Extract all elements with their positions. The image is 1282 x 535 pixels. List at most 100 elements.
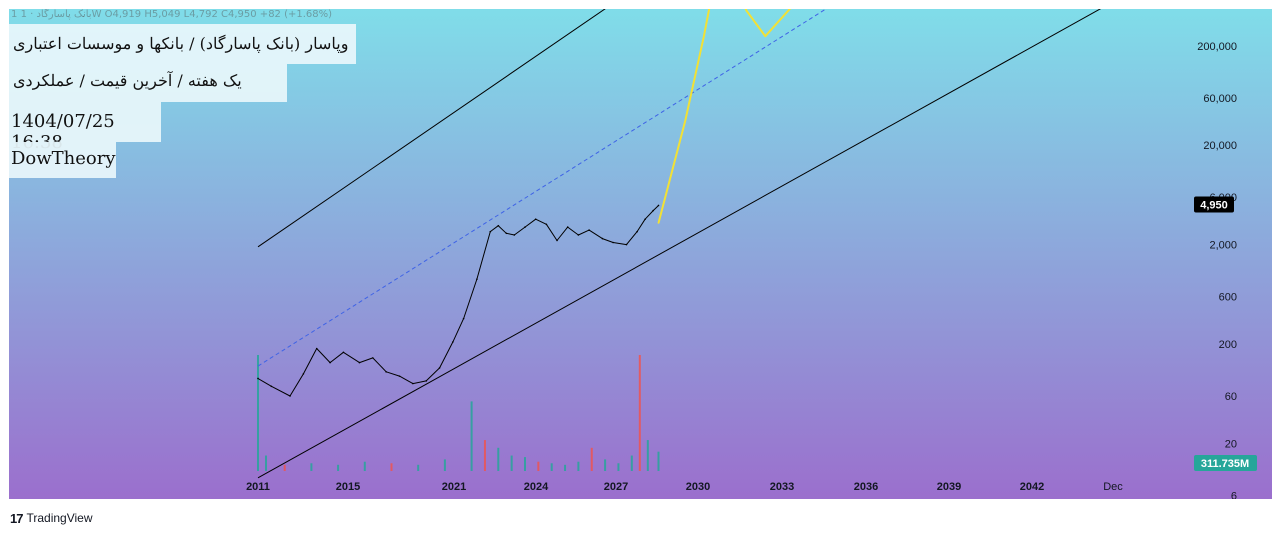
data-point [270, 385, 273, 388]
volume-bar [265, 455, 268, 471]
volume-bar [537, 461, 540, 471]
data-point [342, 351, 345, 354]
data-point [425, 380, 428, 382]
channel-upper-line [257, 9, 606, 248]
symbol-info-line: 1 بانک پاسارگاد · 1W O4,919 H5,049 L4,79… [11, 9, 332, 20]
volume-bar [443, 459, 446, 471]
data-point [703, 35, 705, 37]
volume-bar [646, 440, 649, 471]
author-name: DowTheory [11, 148, 116, 169]
volume-bar [604, 459, 607, 471]
data-point [764, 35, 767, 37]
volume-bar [510, 455, 513, 471]
y-tick-label: 60,000 [1203, 93, 1237, 105]
data-point [684, 120, 686, 122]
y-tick-label: 200 [1219, 339, 1237, 351]
data-point [315, 347, 318, 350]
chart-frame: 14,000,0005,000,0001,800,000600,000200,0… [9, 9, 1272, 499]
x-tick-label: 2042 [1020, 481, 1044, 493]
title-box: وپاسار (بانک پاسارگاد) / بانکها و موسسات… [9, 24, 356, 64]
x-tick-label: 2033 [770, 481, 794, 493]
data-point [625, 243, 628, 246]
data-point [652, 209, 654, 212]
x-tick-label: 2027 [604, 481, 628, 493]
y-tick-label: 20,000 [1203, 140, 1237, 152]
time-axis[interactable]: 2011 2015 2021 2024 2027 2030 2033 2036 2039 2042… [246, 481, 1123, 493]
subtitle-box: یک هفته / آخرین قیمت / عملکردی [9, 64, 287, 102]
x-tick-label: Dec [1103, 481, 1123, 493]
data-point [644, 218, 646, 221]
data-point [577, 234, 580, 236]
volume-label: 311.735M [1201, 458, 1249, 470]
projection-path [657, 9, 792, 224]
data-point [513, 234, 516, 236]
data-point [412, 382, 414, 385]
data-point [452, 341, 454, 343]
volume-bar [550, 463, 553, 471]
x-tick-label: 2021 [442, 481, 466, 493]
volume-bars [257, 355, 660, 471]
data-point [601, 237, 604, 240]
volume-bar [310, 463, 313, 471]
volume-bar [417, 464, 420, 471]
data-point [329, 361, 331, 364]
data-point [257, 377, 259, 380]
volume-bar [497, 447, 500, 471]
y-tick-label: 6 [1231, 490, 1237, 499]
author-box: DowTheory [9, 142, 116, 178]
data-point [372, 357, 374, 359]
y-tick-label: 600 [1219, 292, 1237, 304]
price-series [257, 9, 792, 397]
data-point [566, 226, 569, 228]
data-point [476, 278, 478, 280]
axis-value-labels: 4,950 311.735M [1194, 196, 1257, 471]
volume-bar [283, 464, 286, 471]
volume-bar [524, 457, 526, 471]
ohlc-values: O4,919 H5,049 L4,792 C4,950 +82 (+1.68%) [104, 9, 333, 20]
brand-name[interactable]: TradingView [26, 511, 93, 525]
volume-bar [657, 451, 660, 471]
y-tick-label: 2,000 [1209, 240, 1237, 252]
last-price-badge [1194, 196, 1234, 213]
channel-lower-line [257, 9, 1102, 479]
data-point [745, 9, 748, 12]
volume-bar [630, 455, 633, 471]
data-point [385, 371, 387, 373]
volume-bar [390, 463, 393, 471]
data-point [489, 230, 492, 233]
data-point [505, 232, 508, 235]
data-point [636, 230, 638, 233]
interval-prefix: 1 [11, 9, 18, 20]
data-point [657, 222, 660, 224]
volume-bar [483, 440, 486, 471]
data-point [545, 223, 548, 226]
y-tick-label: 20 [1225, 438, 1237, 450]
tradingview-logo-icon[interactable]: 17 [10, 510, 24, 526]
volume-bar [257, 355, 259, 471]
symbol-name: بانک پاسارگاد · 1W [20, 9, 102, 20]
data-point [657, 204, 660, 207]
volume-bar [363, 461, 366, 471]
volume-badge [1194, 455, 1257, 471]
volume-bar [590, 447, 593, 471]
volume-bar [638, 355, 641, 471]
data-point [302, 373, 305, 375]
trend-channel[interactable] [257, 9, 1131, 479]
y-tick-label: 200,000 [1197, 41, 1237, 53]
volume-bar [617, 463, 620, 471]
data-point [497, 224, 500, 227]
chart-title: وپاسار (بانک پاسارگاد) / بانکها و موسسات… [13, 34, 349, 53]
data-point [556, 239, 558, 242]
channel-middle-line [257, 9, 827, 367]
footer: 17 TradingView [10, 510, 93, 526]
x-tick-label: 2036 [854, 481, 878, 493]
volume-bar [577, 461, 580, 471]
data-point [588, 229, 590, 231]
chart-subtitle: یک هفته / آخرین قیمت / عملکردی [13, 71, 242, 90]
data-point [438, 367, 441, 369]
data-point [289, 395, 291, 397]
data-point [524, 226, 526, 228]
volume-bar [337, 464, 340, 471]
volume-bar [470, 401, 473, 471]
data-point [358, 361, 361, 364]
